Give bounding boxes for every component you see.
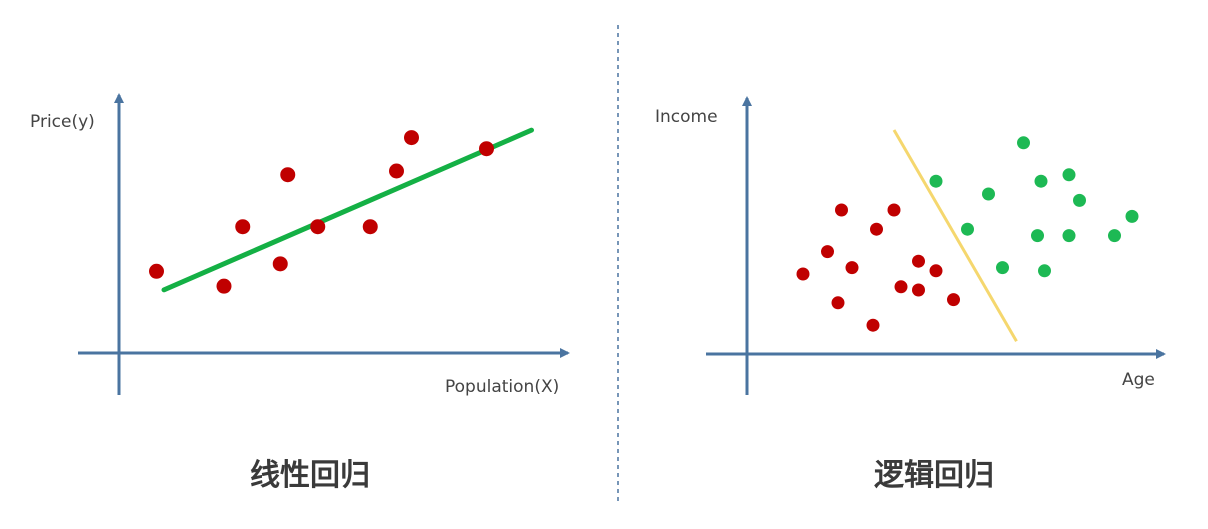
class-point-red xyxy=(845,261,859,275)
class-point-red xyxy=(912,283,925,297)
logistic-data-points xyxy=(796,136,1139,332)
class-point-green xyxy=(1125,209,1139,223)
class-point-green xyxy=(982,187,995,201)
class-point-red xyxy=(866,318,880,332)
class-point-red xyxy=(831,296,845,310)
logistic-regression-title: 逻辑回归 xyxy=(874,458,994,493)
class-point-red xyxy=(835,203,848,217)
data-point-red xyxy=(479,141,494,157)
class-point-green xyxy=(1038,264,1051,278)
class-point-green xyxy=(1031,229,1044,243)
class-point-red xyxy=(887,203,901,217)
logistic-x-axis-label: Age xyxy=(1122,370,1155,390)
class-point-green xyxy=(1062,168,1076,182)
data-point-red xyxy=(272,256,288,272)
data-point-red xyxy=(389,163,404,179)
data-point-red xyxy=(216,278,232,294)
decision-boundary-group xyxy=(892,129,1018,342)
class-point-red xyxy=(947,293,960,307)
class-point-red xyxy=(929,264,943,278)
data-point-red xyxy=(149,263,164,279)
linear-data-points xyxy=(149,130,494,294)
linear-y-axis-label: Price(y) xyxy=(30,112,95,132)
data-point-red xyxy=(235,219,251,235)
class-point-red xyxy=(894,280,908,294)
class-point-red xyxy=(912,254,925,268)
logistic-regression-panel: Income Age 逻辑回归 xyxy=(655,96,1166,493)
class-point-green xyxy=(961,222,974,236)
class-point-green xyxy=(996,261,1009,275)
class-point-red xyxy=(870,222,883,236)
data-point-red xyxy=(362,219,378,235)
class-point-green xyxy=(1108,229,1121,243)
class-point-red xyxy=(821,245,834,259)
data-point-red xyxy=(310,219,326,235)
regression-line-group xyxy=(161,127,534,293)
class-point-green xyxy=(1034,174,1048,188)
class-point-red xyxy=(796,267,810,281)
class-point-green xyxy=(929,174,943,188)
data-point-red xyxy=(280,167,296,183)
class-point-green xyxy=(1062,229,1076,243)
data-point-red xyxy=(404,130,419,146)
linear-regression-title: 线性回归 xyxy=(250,458,370,493)
linear-regression-panel: Price(y) Population(X) 线性回归 xyxy=(30,93,570,493)
logistic-y-axis-label: Income xyxy=(655,107,718,127)
linear-x-axis-label: Population(X) xyxy=(445,377,559,397)
regression-line xyxy=(161,127,534,293)
class-point-green xyxy=(1017,136,1030,150)
class-point-green xyxy=(1073,193,1086,207)
decision-boundary-line xyxy=(892,129,1018,342)
